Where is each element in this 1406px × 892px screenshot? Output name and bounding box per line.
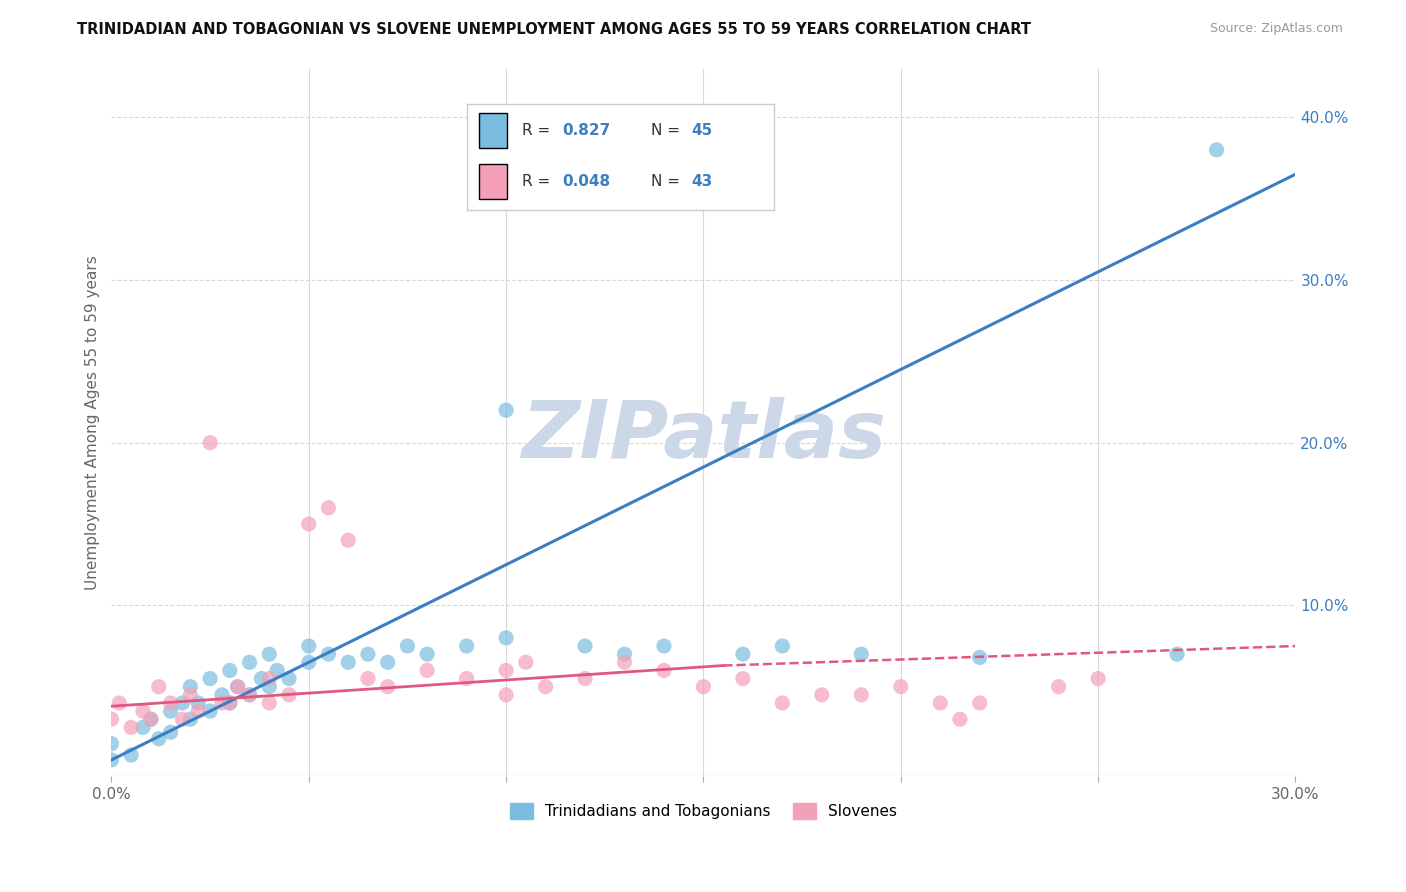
Point: [259, 647, 281, 661]
Point: [1166, 647, 1188, 661]
Point: [187, 696, 209, 710]
Point: [139, 712, 162, 726]
Point: [298, 655, 321, 669]
Point: [515, 655, 537, 669]
Y-axis label: Unemployment Among Ages 55 to 59 years: Unemployment Among Ages 55 to 59 years: [86, 255, 100, 590]
Point: [851, 688, 873, 702]
Point: [811, 688, 834, 702]
Point: [949, 712, 972, 726]
Point: [1047, 680, 1070, 694]
Point: [731, 647, 754, 661]
Point: [238, 688, 260, 702]
Point: [211, 696, 233, 710]
Point: [396, 639, 419, 653]
Point: [226, 680, 249, 694]
Point: [377, 680, 399, 694]
Point: [929, 696, 952, 710]
Point: [1087, 672, 1109, 686]
Point: [172, 712, 194, 726]
Point: [179, 680, 201, 694]
Point: [613, 647, 636, 661]
Point: [495, 403, 517, 417]
Point: [139, 712, 162, 726]
Point: [198, 704, 221, 718]
Point: [770, 639, 793, 653]
Point: [100, 737, 122, 751]
Point: [298, 516, 321, 531]
Point: [148, 731, 170, 746]
Point: [108, 696, 131, 710]
Point: [770, 696, 793, 710]
Point: [172, 696, 194, 710]
Point: [132, 720, 155, 734]
Point: [416, 647, 439, 661]
Point: [148, 680, 170, 694]
Point: [198, 672, 221, 686]
Text: Source: ZipAtlas.com: Source: ZipAtlas.com: [1209, 22, 1343, 36]
Point: [159, 704, 181, 718]
Point: [259, 696, 281, 710]
Point: [132, 704, 155, 718]
Point: [318, 500, 340, 515]
Text: TRINIDADIAN AND TOBAGONIAN VS SLOVENE UNEMPLOYMENT AMONG AGES 55 TO 59 YEARS COR: TRINIDADIAN AND TOBAGONIAN VS SLOVENE UN…: [77, 22, 1032, 37]
Point: [456, 672, 478, 686]
Point: [613, 655, 636, 669]
Point: [266, 664, 288, 678]
Point: [1205, 143, 1227, 157]
Point: [416, 664, 439, 678]
Point: [159, 696, 181, 710]
Point: [259, 672, 281, 686]
Point: [851, 647, 873, 661]
Point: [226, 680, 249, 694]
Point: [198, 435, 221, 450]
Point: [218, 696, 240, 710]
Point: [238, 655, 260, 669]
Point: [179, 688, 201, 702]
Point: [259, 680, 281, 694]
Point: [278, 672, 301, 686]
Point: [337, 533, 360, 548]
Point: [969, 696, 991, 710]
Point: [534, 680, 557, 694]
Point: [179, 712, 201, 726]
Point: [250, 672, 273, 686]
Point: [495, 631, 517, 645]
Point: [574, 639, 596, 653]
Point: [218, 664, 240, 678]
Point: [357, 672, 380, 686]
Point: [495, 688, 517, 702]
Point: [218, 696, 240, 710]
Point: [495, 664, 517, 678]
Point: [969, 650, 991, 665]
Point: [120, 747, 142, 762]
Legend: Trinidadians and Tobagonians, Slovenes: Trinidadians and Tobagonians, Slovenes: [503, 797, 904, 825]
Point: [100, 712, 122, 726]
Point: [357, 647, 380, 661]
Point: [318, 647, 340, 661]
Point: [238, 688, 260, 702]
Point: [159, 725, 181, 739]
Point: [890, 680, 912, 694]
Point: [298, 639, 321, 653]
Point: [731, 672, 754, 686]
Point: [120, 720, 142, 734]
Point: [377, 655, 399, 669]
Point: [652, 664, 675, 678]
Point: [337, 655, 360, 669]
Point: [211, 688, 233, 702]
Text: ZIPatlas: ZIPatlas: [522, 398, 886, 475]
Point: [574, 672, 596, 686]
Point: [278, 688, 301, 702]
Point: [100, 753, 122, 767]
Point: [456, 639, 478, 653]
Point: [187, 704, 209, 718]
Point: [692, 680, 714, 694]
Point: [652, 639, 675, 653]
